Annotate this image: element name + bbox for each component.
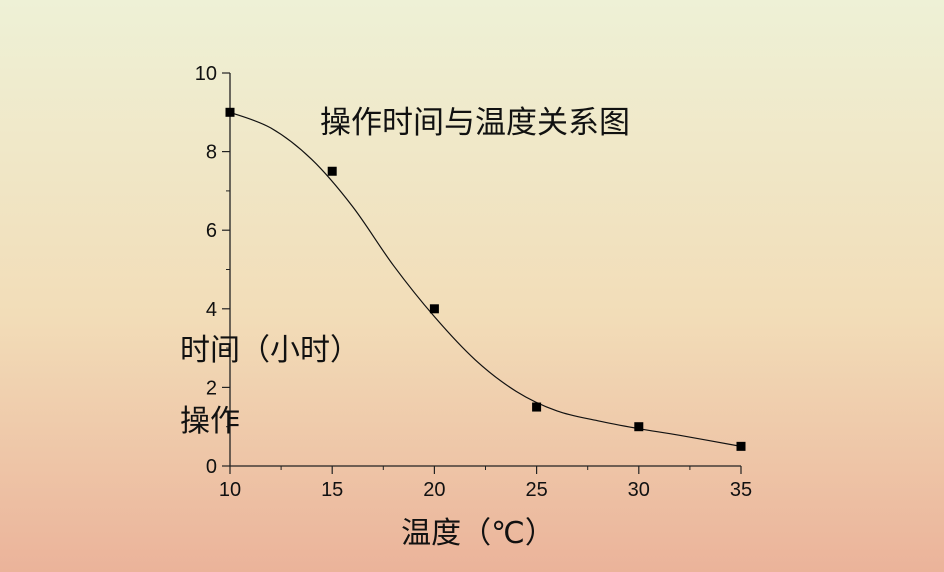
x-tick-label: 15 — [321, 479, 343, 501]
data-point — [736, 441, 746, 451]
x-tick-label: 20 — [423, 479, 445, 501]
x-tick-label: 30 — [628, 479, 650, 501]
y-tick-label: 0 — [206, 456, 217, 478]
ticks: 10 15 20 25 30 35 0 2 4 6 8 10 — [195, 63, 752, 501]
data-point — [429, 304, 439, 314]
y-axis-label-line1: 时间（小时） — [180, 333, 360, 368]
y-tick-label: 2 — [206, 377, 217, 399]
y-tick-label: 6 — [206, 220, 217, 242]
x-tick-label: 35 — [730, 479, 752, 501]
data-point — [634, 422, 644, 432]
x-tick-label: 10 — [219, 479, 241, 501]
x-axis-label: 温度（℃） — [401, 516, 555, 551]
data-point — [327, 166, 337, 176]
y-tick-label: 8 — [206, 142, 217, 164]
y-axis-label-line2: 操作 — [180, 404, 240, 439]
y-tick-label: 4 — [206, 299, 217, 321]
data-point — [225, 107, 235, 117]
x-tick-label: 25 — [525, 479, 547, 501]
fit-curve — [229, 111, 742, 447]
y-tick-label: 10 — [195, 63, 217, 85]
chart-title: 操作时间与温度关系图 — [320, 105, 630, 141]
data-point — [532, 402, 542, 412]
data-points — [225, 107, 746, 451]
